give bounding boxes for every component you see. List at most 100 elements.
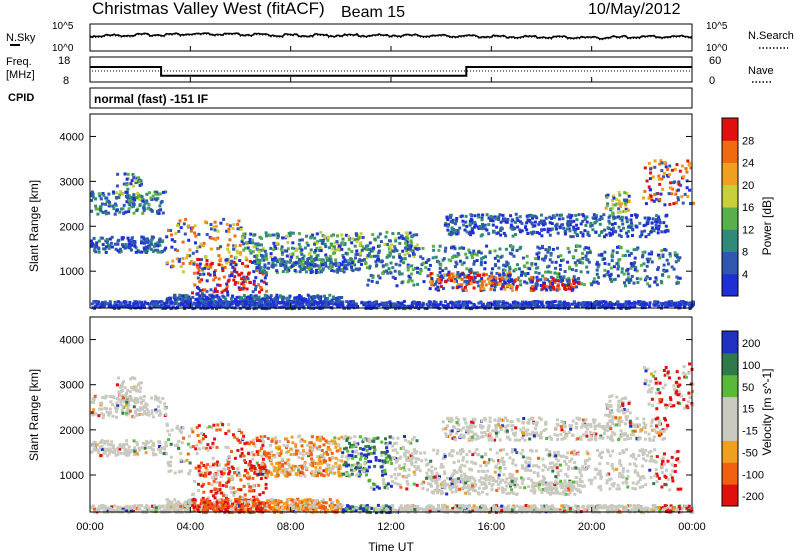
power-cell [446,228,450,232]
velocity-cell [317,471,321,474]
velocity-cell [197,439,201,443]
power-cell [198,245,202,249]
power-cell [513,279,517,283]
velocity-cell [120,383,124,387]
power-cell [278,258,282,262]
power-cell [320,300,323,304]
power-cell [90,194,94,197]
power-cell [664,248,668,252]
velocity-cell [334,445,338,449]
velocity-cell [305,466,309,470]
power-cell [275,246,279,250]
power-cell [273,256,277,260]
power-cell [242,248,246,252]
velocity-cell [152,443,156,447]
velocity-cell [309,441,313,445]
velocity-cell [270,439,274,443]
power-cell [502,231,506,235]
power-cell [613,216,617,220]
power-cell [668,164,672,168]
power-cell [561,283,565,287]
power-cell [458,226,462,230]
power-cell [160,305,164,309]
power-cell [340,268,344,272]
power-cell [378,232,382,236]
power-cell [217,246,221,250]
power-cell [394,262,398,266]
power-cell [334,264,338,267]
velocity-cell [180,441,184,445]
power-cell [181,257,185,260]
power-cell [398,253,401,256]
power-cell [598,303,601,307]
power-cell [248,303,252,307]
velocity-cell [334,456,338,460]
power-cell [221,267,225,271]
power-cell [280,301,283,305]
power-cell [124,243,128,247]
power-cell [553,300,557,303]
power-cell [608,233,612,237]
power-cell [178,219,182,223]
power-cell [435,303,439,307]
power-cell [171,259,175,263]
power-cell [483,223,487,227]
velocity-cell [197,469,201,473]
power-cell [616,245,619,249]
power-cell [650,221,654,225]
velocity-cell [364,445,368,449]
power-cell [323,294,326,298]
power-cell [248,281,252,285]
power-cell [140,303,144,307]
power-cell [296,295,300,299]
power-cell [541,286,545,290]
power-cell [181,240,185,244]
power-cell [375,263,379,267]
power-cell [214,224,218,228]
power-cell [610,304,613,308]
velocity-cell [117,390,121,394]
power-cell [441,276,445,280]
velocity-cell [170,428,174,432]
velocity-cell [119,402,123,406]
power-cell [242,275,246,279]
power-cell [475,305,479,309]
power-cell [407,278,411,282]
power-cell [231,265,235,269]
power-cell [131,184,135,188]
power-cell [407,247,410,251]
power-cell [465,283,469,286]
power-cell [198,262,202,266]
power-cell [274,303,278,306]
power-cell [271,262,275,266]
power-cell [104,196,108,200]
power-cell [511,301,515,304]
power-cell [399,259,403,263]
power-cell [514,220,518,224]
power-cell [335,296,339,300]
power-cell [298,238,302,242]
power-cell [325,300,329,304]
velocity-cell [252,464,256,468]
power-cell [537,255,540,259]
power-cell [189,260,193,263]
power-cell [160,200,164,203]
velocity-cell [317,447,321,451]
power-cell [142,208,146,212]
power-cell [567,305,571,309]
power-cell [670,192,674,196]
power-cell [610,254,614,258]
power-cell [357,267,361,271]
power-cell [114,304,118,307]
power-cell [645,264,649,268]
power-cell [575,302,579,306]
power-cell [663,161,667,165]
power-cell [242,294,246,297]
power-cell [648,277,652,281]
power-cell [401,236,405,240]
power-cell [610,280,614,283]
power-cell [189,229,193,233]
velocity-cell [342,463,346,467]
power-cell [218,305,222,309]
velocity-cell [349,468,353,472]
